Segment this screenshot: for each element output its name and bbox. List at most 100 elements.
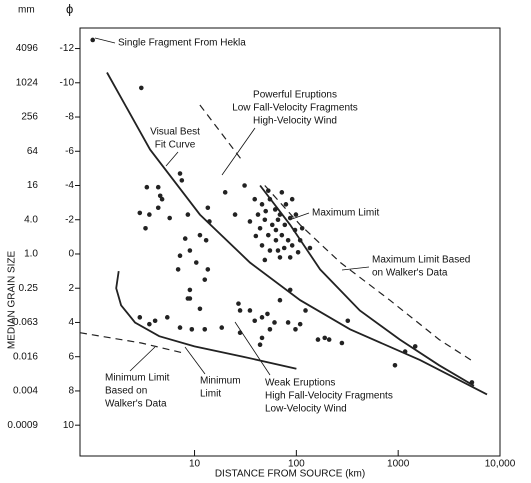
curve (79, 332, 185, 354)
annotation: Minimum (200, 376, 241, 387)
plot-frame (79, 27, 501, 457)
data-point (203, 237, 209, 243)
data-point (257, 342, 263, 348)
mm-tick-label: 4096 (16, 43, 39, 54)
data-point (293, 212, 299, 217)
data-point (237, 308, 243, 313)
data-point (137, 315, 143, 320)
data-point (345, 318, 351, 324)
data-point (155, 184, 161, 190)
annotation: Single Fragment From Hekla (118, 38, 246, 49)
data-point (147, 212, 152, 217)
y-tick-label: -12 (60, 43, 75, 54)
leader-line (184, 346, 206, 375)
mm-tick-label: 256 (21, 112, 38, 123)
data-point (175, 267, 181, 272)
y-tick-label: -10 (60, 77, 75, 88)
data-point (259, 243, 265, 248)
data-point (307, 245, 313, 251)
data-point (402, 349, 408, 354)
data-point (185, 212, 191, 217)
data-point (205, 205, 211, 211)
annotation: Low-Velocity Wind (265, 404, 347, 415)
data-point (289, 243, 295, 248)
y-tick-label: 6 (68, 351, 74, 362)
data-point (137, 210, 143, 216)
data-point (303, 308, 308, 313)
mm-tick-label: 0.0009 (7, 420, 38, 431)
x-tick-label: 100 (288, 459, 305, 470)
data-point (295, 249, 301, 255)
data-point (155, 205, 161, 211)
data-point (277, 212, 283, 217)
data-point (265, 188, 271, 193)
annotation: on Walker's Data (372, 268, 448, 279)
leader-line (165, 151, 179, 167)
data-point (202, 327, 208, 332)
data-point (339, 340, 345, 346)
y-tick-label: 2 (68, 283, 74, 294)
mm-tick-label: 16 (27, 180, 39, 191)
data-point (159, 196, 165, 202)
y-tick-label: 0 (68, 249, 74, 260)
data-point (197, 306, 203, 312)
annotation: Powerful Eruptions (253, 90, 337, 101)
annotation: Fit Curve (155, 140, 196, 151)
annotation: Minimum Limit (105, 373, 170, 384)
data-point (247, 219, 253, 224)
x-axis-title: DISTANCE FROM SOURCE (km) (215, 469, 365, 480)
mm-tick-label: 0.063 (13, 317, 38, 328)
data-point (179, 178, 185, 183)
data-point (279, 190, 285, 195)
data-point (279, 232, 285, 238)
data-point (326, 337, 332, 342)
mm-tick-label: 64 (27, 146, 39, 157)
mm-tick-label: 1024 (16, 77, 39, 88)
mm-tick-label: 0.25 (19, 283, 39, 294)
data-point (277, 255, 283, 260)
data-point (287, 287, 293, 293)
x-tick-label: 1000 (387, 459, 410, 470)
annotation: Maximum Limit Based (372, 255, 470, 266)
leader-line (94, 37, 116, 44)
data-point (273, 227, 279, 233)
data-point (177, 325, 183, 330)
curve (259, 184, 475, 387)
data-point (265, 311, 270, 317)
data-point (164, 315, 170, 320)
data-point (287, 215, 293, 221)
data-point (392, 362, 398, 368)
y-tick-label: -2 (65, 214, 74, 225)
data-point (259, 315, 265, 320)
x-tick-label: 10,000 (485, 459, 516, 470)
x-tick-label: 10 (189, 459, 201, 470)
data-point (275, 217, 281, 223)
data-point (287, 255, 293, 260)
curve (106, 72, 488, 396)
data-point (187, 287, 193, 293)
data-point (272, 207, 278, 212)
annotations: Single Fragment From Hekla Powerful Erup… (94, 37, 470, 415)
data-point (237, 330, 243, 336)
data-point (285, 237, 291, 243)
data-point (262, 257, 268, 263)
data-point (182, 236, 188, 241)
data-point (152, 318, 158, 324)
data-point (297, 237, 303, 243)
leader-line (234, 321, 271, 376)
data-point (139, 85, 144, 91)
y-tick-label: 10 (63, 420, 75, 431)
leader-line (291, 212, 310, 220)
mm-header: mm (18, 5, 35, 16)
data-point (189, 327, 195, 332)
data-point (144, 184, 150, 190)
data-point (232, 212, 238, 217)
leader-line (129, 346, 156, 372)
annotation: Low Fall-Velocity Fragments (232, 103, 358, 114)
data-point (297, 321, 303, 327)
data-point (322, 335, 328, 341)
annotation: High Fall-Velocity Fragments (265, 391, 393, 402)
data-point (205, 267, 211, 272)
data-point (272, 320, 277, 325)
annotation: Visual Best (150, 127, 200, 138)
